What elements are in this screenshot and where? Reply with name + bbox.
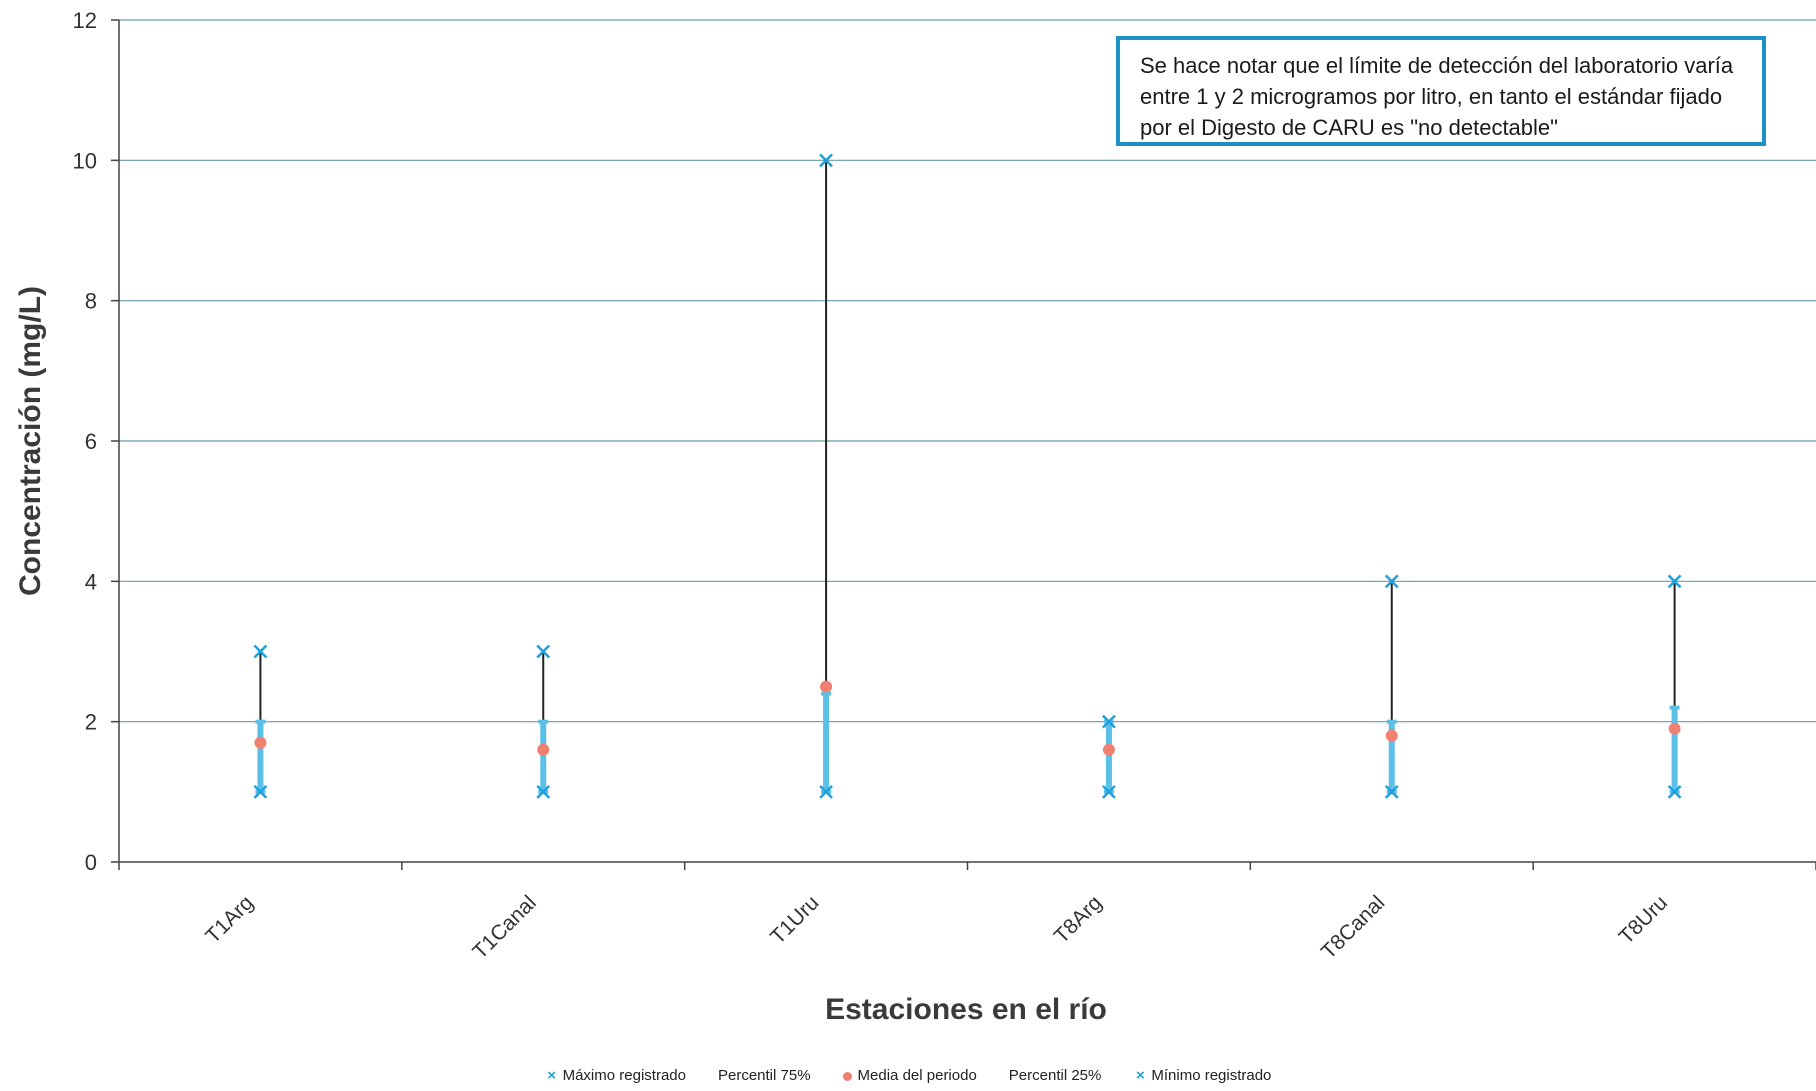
max-marker [1667,574,1682,589]
x-tick-label: T1Arg [201,891,258,948]
legend-x-icon: × [1135,1067,1145,1084]
chart-annotation: Se hace notar que el límite de detección… [1116,36,1766,146]
legend-item: Percentil 75% [718,1067,811,1084]
legend-dot-icon [842,1071,852,1081]
legend-label: Mínimo registrado [1151,1067,1272,1084]
mean-marker [820,680,833,693]
y-tick-label: 12 [73,8,97,33]
y-tick-label: 6 [85,429,97,454]
x-axis-title: Estaciones en el río [825,993,1107,1026]
max-marker [819,153,833,168]
mean-marker [1385,729,1398,742]
x-tick-label: T1Canal [468,891,540,963]
mean-marker [254,736,267,749]
min-marker [253,784,268,799]
legend-label: Percentil 25% [1008,1067,1102,1084]
mean-marker [537,743,550,756]
max-marker [536,644,551,659]
y-axis-title: Concentración (mg/L) [14,286,47,596]
legend-item: × Máximo registrado [545,1067,686,1084]
y-tick-label: 0 [85,850,97,875]
mean-marker [1668,722,1681,735]
max-marker [1102,714,1116,729]
x-tick-label: T8Canal [1317,891,1389,963]
max-marker [1384,574,1399,589]
legend-label: Percentil 75% [717,1067,811,1084]
legend-item: Media del periodo [842,1067,977,1084]
legend-label: Máximo registrado [562,1067,686,1084]
legend-x-icon: × [547,1067,556,1084]
x-tick-label: T8Uru [1615,891,1673,949]
y-tick-label: 4 [85,569,97,594]
min-marker [1384,784,1399,799]
max-marker [253,644,268,659]
legend-item: Percentil 25% [1009,1067,1102,1084]
chart-legend: × Máximo registrado Percentil 75% Media del… [0,1067,1816,1084]
x-tick-label: T1Uru [766,891,824,949]
y-tick-label: 10 [73,148,97,173]
legend-item: × Mínimo registrado [1133,1067,1271,1084]
min-marker [536,784,551,799]
y-tick-label: 2 [85,710,97,735]
y-tick-label: 8 [85,289,97,314]
legend-label: Media del periodo [857,1067,977,1084]
mean-marker [1102,743,1115,756]
x-tick-label: T8Arg [1050,891,1107,948]
min-marker [1667,784,1682,799]
min-marker [1102,784,1116,799]
min-marker [819,784,833,799]
